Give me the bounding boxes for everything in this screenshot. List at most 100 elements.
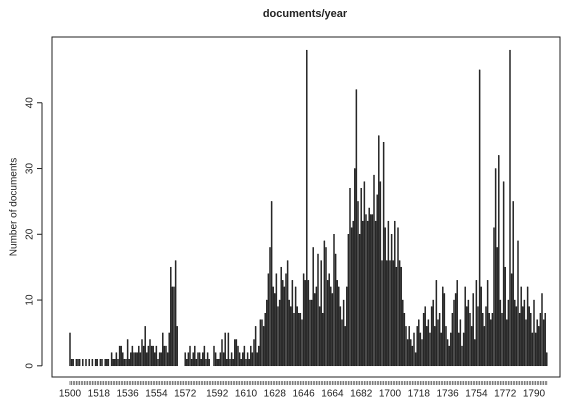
- bar: [419, 332, 422, 367]
- bar: [427, 319, 430, 367]
- bar: [110, 352, 113, 367]
- x-tick-label: 1500: [59, 389, 82, 400]
- x-tick-label: 1700: [379, 389, 402, 400]
- bar: [133, 352, 135, 367]
- bar: [238, 352, 241, 367]
- bar: [288, 299, 290, 367]
- bar: [213, 345, 215, 367]
- bar: [78, 359, 81, 367]
- bar: [382, 142, 385, 367]
- bar: [402, 299, 404, 367]
- bar: [347, 234, 350, 367]
- bar: [470, 326, 473, 367]
- bar: [69, 332, 71, 367]
- bar: [362, 220, 364, 367]
- bar: [515, 306, 518, 367]
- bar: [517, 240, 519, 367]
- bar: [434, 326, 436, 367]
- bar: [125, 359, 127, 367]
- bar: [442, 286, 444, 367]
- bar: [227, 332, 230, 367]
- bar: [458, 332, 460, 367]
- bar: [474, 339, 476, 367]
- bar: [315, 286, 318, 367]
- bar: [411, 345, 414, 367]
- bar: [317, 253, 319, 367]
- bar: [173, 286, 175, 367]
- x-tick-label: 1518: [88, 389, 111, 400]
- bar: [298, 313, 300, 367]
- bar: [171, 286, 174, 367]
- bar: [274, 293, 276, 367]
- bar: [232, 359, 234, 367]
- bar: [166, 352, 169, 367]
- bar: [248, 359, 250, 367]
- bar: [486, 280, 489, 367]
- bar: [139, 352, 142, 367]
- bar: [339, 306, 342, 367]
- bar: [259, 319, 262, 367]
- bar: [253, 339, 255, 367]
- bar: [309, 299, 311, 367]
- plot-frame: [51, 36, 561, 378]
- bar: [184, 352, 186, 367]
- bar: [243, 345, 246, 367]
- bar: [160, 352, 162, 367]
- bar: [491, 313, 494, 367]
- bar: [350, 227, 353, 367]
- x-tick-label: 1536: [116, 389, 139, 400]
- bar: [389, 260, 391, 367]
- bar: [485, 306, 487, 367]
- bar: [82, 359, 84, 367]
- bar: [451, 313, 454, 367]
- bar: [338, 286, 340, 367]
- x-tick-label: 1754: [465, 389, 488, 400]
- bar: [346, 286, 348, 367]
- bar: [218, 359, 220, 367]
- bar: [112, 359, 114, 367]
- bar: [312, 247, 314, 367]
- bar: [398, 260, 401, 367]
- bar: [195, 359, 198, 367]
- bar: [328, 273, 330, 367]
- bar: [120, 345, 122, 367]
- bar: [358, 234, 361, 367]
- bar: [314, 293, 316, 367]
- bar: [405, 326, 407, 367]
- bar: [546, 352, 548, 367]
- bar: [430, 306, 433, 367]
- y-axis-label: Number of documents: [9, 158, 20, 256]
- bar: [528, 306, 530, 367]
- x-tick-label: 1628: [264, 389, 287, 400]
- bar: [323, 240, 326, 367]
- bar: [150, 345, 153, 367]
- bar: [414, 352, 417, 367]
- bar: [336, 280, 338, 367]
- bar: [250, 345, 252, 367]
- bar: [395, 266, 398, 367]
- x-tick-label: 1664: [321, 389, 344, 400]
- bar: [354, 168, 356, 367]
- bar: [91, 359, 94, 367]
- bar: [269, 247, 271, 367]
- y-tick-label: 40: [25, 97, 36, 109]
- bar: [275, 273, 278, 367]
- bar: [378, 135, 380, 367]
- bar: [230, 352, 233, 367]
- bar: [523, 299, 526, 367]
- bar: [499, 299, 502, 367]
- bar: [376, 194, 378, 367]
- bar: [206, 352, 209, 367]
- bar: [522, 306, 524, 367]
- bar: [149, 339, 151, 367]
- bar: [147, 345, 150, 367]
- bar: [334, 253, 337, 367]
- bar: [118, 345, 121, 367]
- bar: [373, 174, 375, 367]
- bar: [544, 313, 546, 367]
- bar: [429, 332, 431, 367]
- bar: [237, 345, 239, 367]
- bar: [254, 326, 257, 367]
- bar: [264, 313, 266, 367]
